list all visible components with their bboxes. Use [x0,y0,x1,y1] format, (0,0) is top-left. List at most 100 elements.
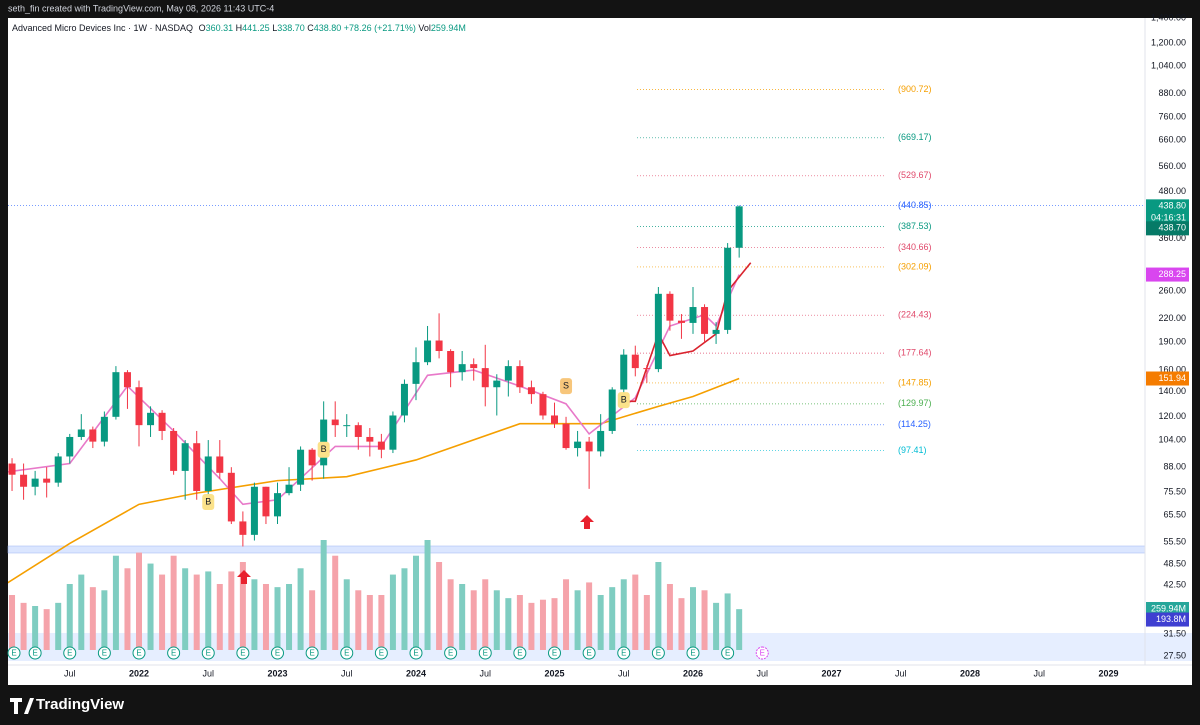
volume-bar [690,587,696,650]
y-tick-label: 760.00 [1158,112,1186,122]
change: +78.26 (+21.71%) [344,23,416,33]
candle-body [527,387,535,395]
volume-bar [701,590,708,650]
earnings-marker [97,646,111,660]
volume-bar [724,593,731,650]
earnings-label: E [344,649,349,658]
candle-body [516,366,524,388]
candle-body [262,486,270,517]
earnings-label: E [67,649,72,658]
candle-body [354,425,362,437]
earnings-label: E [656,649,661,658]
candle-body [666,293,674,321]
candle-body [735,206,743,248]
y-tick-label: 190.00 [1158,337,1186,347]
earnings-label: E [760,649,765,658]
price-label-box [1146,199,1189,214]
x-tick-label: Jul [756,668,768,678]
logo: TradingView [10,696,124,714]
volume-bar [89,587,96,650]
range-band [7,545,1146,554]
arrow-up [237,570,251,584]
earnings-label: E [11,649,16,658]
volume-bar [713,602,720,650]
candle-body [31,478,39,487]
l-label: L [272,23,277,33]
volume-bar [136,552,142,650]
candle-body [158,412,166,431]
volume-bar [378,595,385,650]
signal-label: B [621,395,627,405]
candle-body [77,429,85,437]
earnings-marker [340,646,354,660]
low: 338.70 [277,23,305,33]
candle-body [170,430,178,471]
volume: 259.94M [431,23,466,33]
y-tick-label: 120.00 [1158,411,1186,421]
candle-body [551,415,558,424]
fib-label: (440.85) [898,200,932,210]
volume-bar [655,562,662,650]
volume-bar [436,562,443,650]
x-tick-label: 2027 [821,668,841,678]
signal-badge [617,392,630,409]
candle-body [470,364,478,369]
candle-body [123,372,131,388]
volume-bar [297,568,304,650]
volume-bar [355,590,362,650]
y-tick-label: 880.00 [1158,88,1186,98]
candle-body [724,247,732,330]
volume-bar [32,606,39,650]
y-tick-label: 360.00 [1158,233,1186,243]
earnings-marker [582,646,596,660]
volume-bar [124,568,131,650]
earnings-label: E [690,649,695,658]
candle-body [274,493,281,517]
candle-body [712,329,720,334]
countdown: 04:16:31 [1151,213,1186,223]
candle-body [250,486,258,535]
signal-label: B [321,444,327,454]
volume-bar [643,595,650,650]
x-tick-label: 2026 [683,668,703,678]
x-tick-label: 2022 [129,668,149,678]
candle-body [193,443,201,491]
volume-bar [101,590,108,650]
earnings-label: E [102,649,107,658]
volume-bar [216,584,223,650]
earnings-label: E [171,649,176,658]
y-tick-label: 31.50 [1163,628,1186,638]
candle-body [343,425,351,427]
volume-bar [597,595,604,650]
earnings-label: E [621,649,626,658]
earnings-marker [617,646,631,660]
volume-bar [147,563,154,650]
candle-body [620,354,628,390]
earnings-marker [478,646,492,660]
earnings-marker [236,646,250,660]
earnings-label: E [136,649,141,658]
volume-bar [528,602,535,650]
earnings-marker [755,646,769,660]
volume-bar [20,602,27,650]
candle-body [677,320,685,323]
volume-bar [43,609,50,650]
earnings-marker [271,646,284,660]
price-label: 151.94 [1158,373,1186,383]
last-label-box [1146,221,1189,236]
x-tick-label: Jul [1033,668,1045,678]
volume-bar [505,598,512,650]
earnings-marker [444,646,458,660]
y-tick-label: 104.00 [1158,434,1186,444]
volume-bar [401,568,408,650]
fib-label: (224.43) [898,310,932,320]
candle-body [458,364,466,373]
candle-body [331,419,339,426]
h-label: H [236,23,243,33]
candle-body [689,307,697,323]
earnings-marker [513,646,527,660]
logo-mark [10,698,34,714]
volume-bar [205,571,212,650]
candle-body [389,415,397,450]
earnings-label: E [32,649,37,658]
